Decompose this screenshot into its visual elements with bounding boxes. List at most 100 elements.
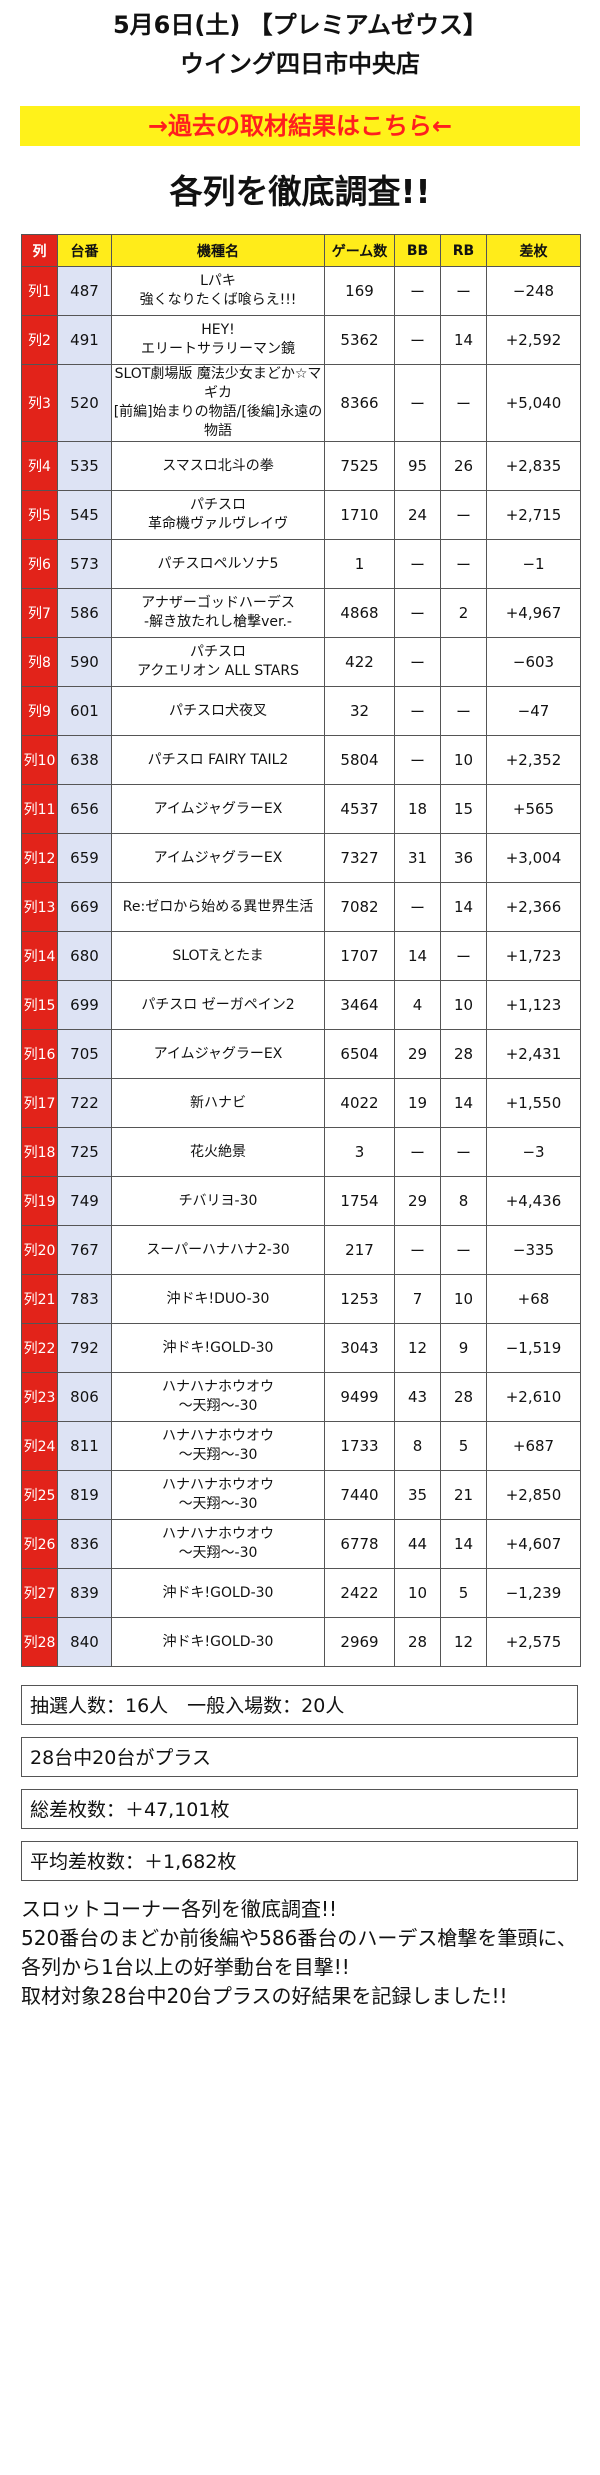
machine-name: パチスロ FAIRY TAIL2 (111, 735, 325, 785)
row-label: 列14 (21, 931, 58, 981)
row-label: 列11 (21, 784, 58, 834)
bb-count: ー (394, 588, 441, 638)
row-label: 列13 (21, 882, 58, 932)
summary-text: スロットコーナー各列を徹底調査!! 520番台のまどか前後編や586番台のハーデ… (21, 1897, 577, 2008)
rb-count: ー (440, 931, 487, 981)
table-row: 列17 722 新ハナビ 4022 19 14 +1,550 (21, 1078, 581, 1128)
header-row-label: 列 (21, 234, 58, 267)
table-row: 列18 725 花火絶景 3 ーー −3 (21, 1127, 581, 1177)
row-label: 列1 (21, 266, 58, 316)
machine-name: 沖ドキ!GOLD-30 (111, 1568, 325, 1618)
machine-number: 669 (57, 882, 112, 932)
row-label: 列12 (21, 833, 58, 883)
row-label: 列21 (21, 1274, 58, 1324)
diff-value: −47 (486, 686, 581, 736)
machine-number: 836 (57, 1519, 112, 1569)
row-label: 列20 (21, 1225, 58, 1275)
bb-count: 7 (394, 1274, 441, 1324)
bb-count: ー (394, 1225, 441, 1275)
table-row: 列24 811 ハナハナホウオウ 〜天翔〜-30 1733 8 5 +687 (21, 1421, 581, 1471)
bb-count: ー (394, 686, 441, 736)
diff-value: +1,123 (486, 980, 581, 1030)
machine-number: 573 (57, 539, 112, 589)
bb-count: 31 (394, 833, 441, 883)
table-row: 列26 836 ハナハナホウオウ 〜天翔〜-30 6778 44 14 +4,607 (21, 1519, 581, 1569)
header-games: ゲーム数 (324, 234, 395, 267)
game-count: 4868 (324, 588, 395, 638)
rb-count: 36 (440, 833, 487, 883)
machine-number: 590 (57, 637, 112, 687)
game-count: 4537 (324, 784, 395, 834)
row-label: 列5 (21, 490, 58, 540)
machine-number: 659 (57, 833, 112, 883)
machine-number: 699 (57, 980, 112, 1030)
table-row: 列16 705 アイムジャグラーEX 6504 29 28 +2,431 (21, 1029, 581, 1079)
game-count: 1710 (324, 490, 395, 540)
machine-number: 545 (57, 490, 112, 540)
header-diff: 差枚 (486, 234, 581, 267)
table-row: 列20 767 スーパーハナハナ2-30 217 ーー −335 (21, 1225, 581, 1275)
row-label: 列10 (21, 735, 58, 785)
rb-count: 28 (440, 1372, 487, 1422)
game-count: 6504 (324, 1029, 395, 1079)
table-row: 列7 586 アナザーゴッドハーデス -解き放たれし槍撃ver.- 4868 ー 2 +4,… (21, 588, 581, 638)
diff-value: +2,850 (486, 1470, 581, 1520)
game-count: 3464 (324, 980, 395, 1030)
machine-name: パチスロ 革命機ヴァルヴレイヴ (111, 490, 325, 540)
game-count: 1733 (324, 1421, 395, 1471)
game-count: 9499 (324, 1372, 395, 1422)
total-diff-info: 総差枚数：＋47,101枚 (21, 1789, 578, 1829)
game-count: 5804 (324, 735, 395, 785)
machine-number: 705 (57, 1029, 112, 1079)
machine-number: 520 (57, 364, 112, 442)
bb-count: ー (394, 735, 441, 785)
diff-value: +2,835 (486, 441, 581, 491)
row-label: 列4 (21, 441, 58, 491)
header-machine-name: 機種名 (111, 234, 325, 267)
machine-name: ハナハナホウオウ 〜天翔〜-30 (111, 1519, 325, 1569)
game-count: 217 (324, 1225, 395, 1275)
machine-number: 811 (57, 1421, 112, 1471)
table-row: 列1 487 Lパキ 強くなりたくば喰らえ!!! 169 ーー −248 (21, 266, 581, 316)
machine-number: 767 (57, 1225, 112, 1275)
machine-number: 601 (57, 686, 112, 736)
bb-count: 24 (394, 490, 441, 540)
bb-count: 8 (394, 1421, 441, 1471)
row-label: 列19 (21, 1176, 58, 1226)
diff-value: −1,519 (486, 1323, 581, 1373)
rb-count: 8 (440, 1176, 487, 1226)
machine-name: パチスロ ゼーガペイン2 (111, 980, 325, 1030)
rb-count: 14 (440, 882, 487, 932)
table-row: 列6 573 パチスロペルソナ5 1 ーー −1 (21, 539, 581, 589)
table-row: 列28 840 沖ドキ!GOLD-30 2969 28 12 +2,575 (21, 1617, 581, 1667)
machine-name: パチスロ アクエリオン ALL STARS (111, 637, 325, 687)
past-results-link[interactable]: →過去の取材結果はこちら← (20, 106, 580, 146)
game-count: 1 (324, 539, 395, 589)
rb-count: 14 (440, 1078, 487, 1128)
plus-count-info: 28台中20台がプラス (21, 1737, 578, 1777)
bb-count: 29 (394, 1176, 441, 1226)
game-count: 7082 (324, 882, 395, 932)
row-label: 列25 (21, 1470, 58, 1520)
row-label: 列27 (21, 1568, 58, 1618)
row-label: 列7 (21, 588, 58, 638)
rb-count: ー (440, 539, 487, 589)
machine-number: 722 (57, 1078, 112, 1128)
game-count: 32 (324, 686, 395, 736)
machine-name: HEY! エリートサラリーマン鏡 (111, 315, 325, 365)
game-count: 2969 (324, 1617, 395, 1667)
diff-value: −335 (486, 1225, 581, 1275)
bb-count: ー (394, 315, 441, 365)
header-machine-number: 台番 (57, 234, 112, 267)
machine-number: 783 (57, 1274, 112, 1324)
row-label: 列17 (21, 1078, 58, 1128)
game-count: 4022 (324, 1078, 395, 1128)
machine-name: ハナハナホウオウ 〜天翔〜-30 (111, 1421, 325, 1471)
diff-value: −248 (486, 266, 581, 316)
bb-count: 19 (394, 1078, 441, 1128)
machine-name: スマスロ北斗の拳 (111, 441, 325, 491)
bb-count: 44 (394, 1519, 441, 1569)
table-header-row: 列 台番 機種名 ゲーム数 BB RB 差枚 (21, 234, 581, 267)
rb-count: 28 (440, 1029, 487, 1079)
machine-name: Re:ゼロから始める異世界生活 (111, 882, 325, 932)
